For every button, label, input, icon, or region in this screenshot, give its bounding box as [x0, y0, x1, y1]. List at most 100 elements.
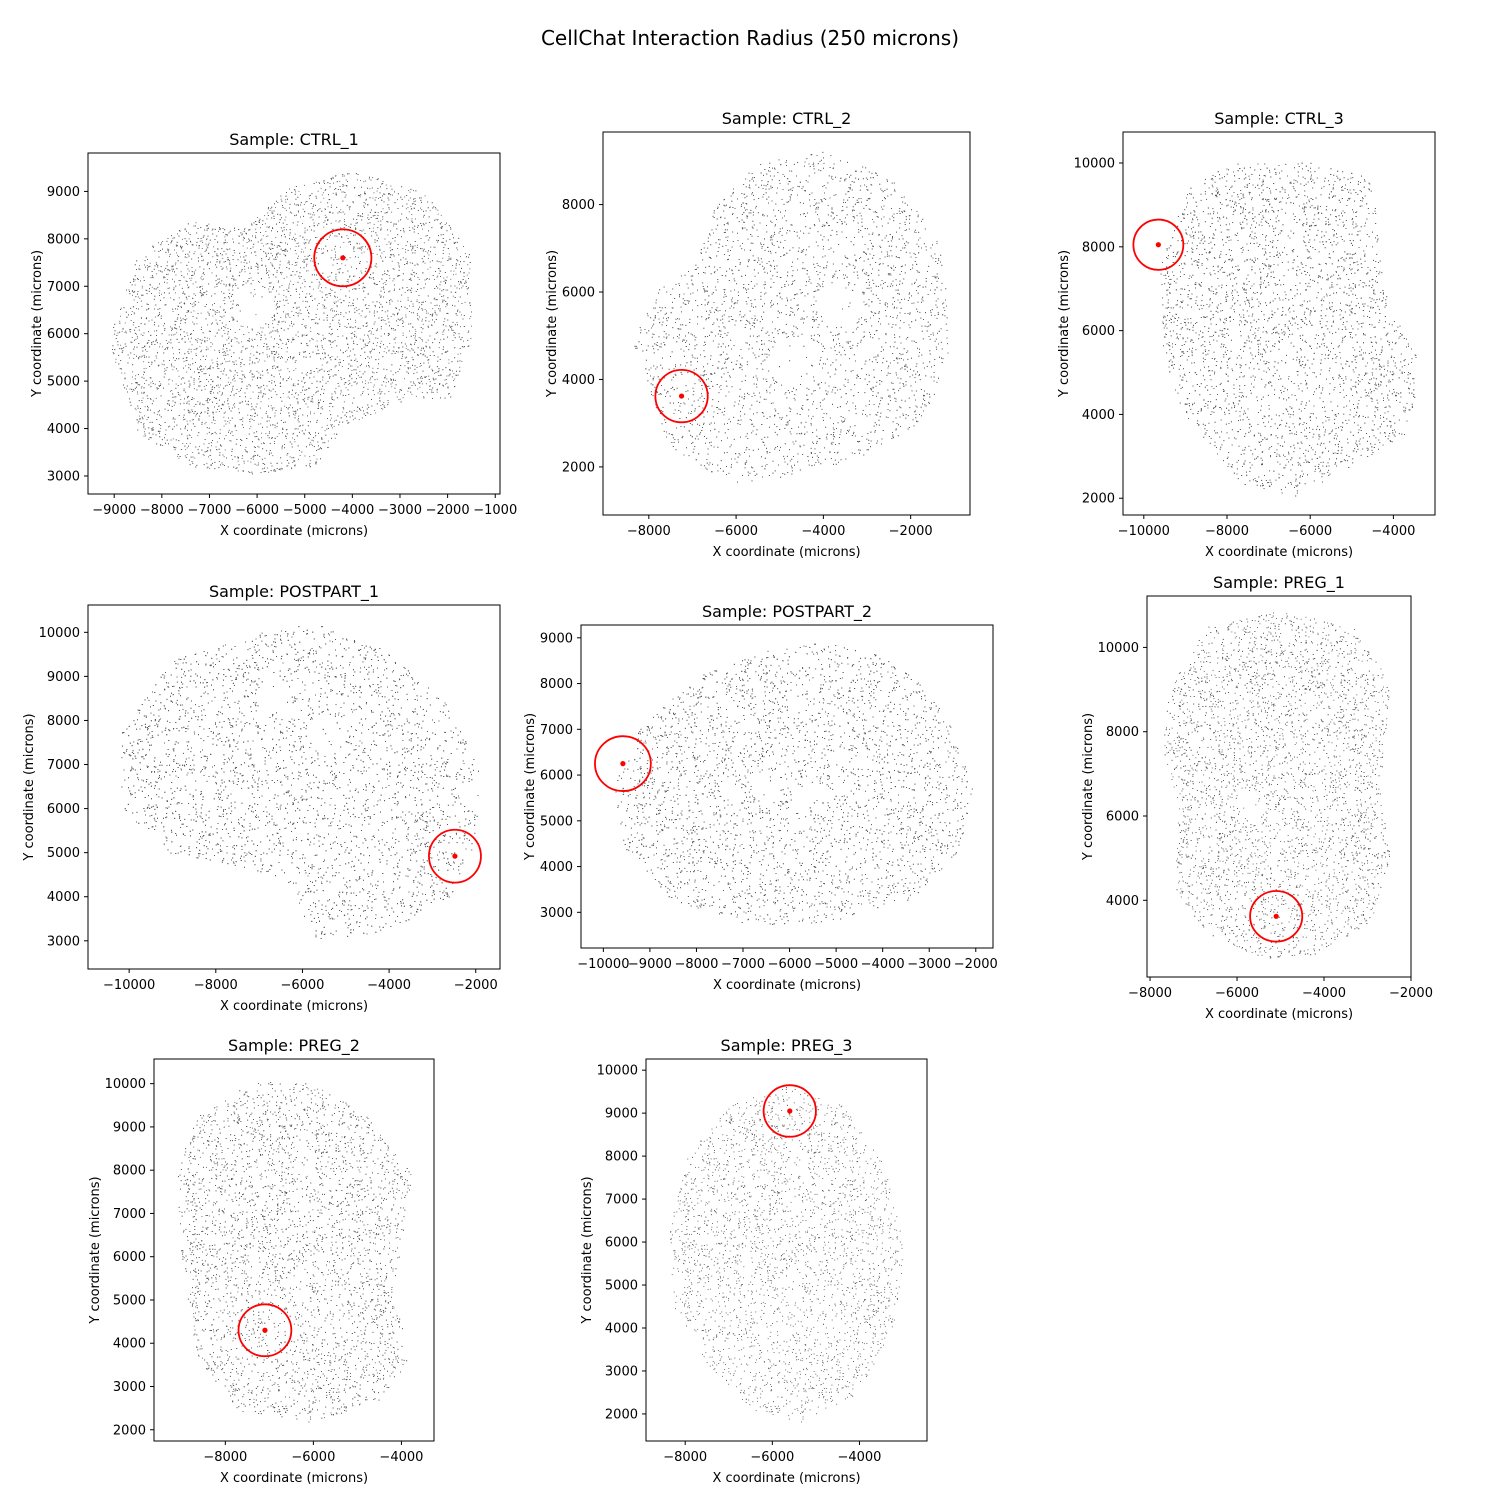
cell-point	[437, 277, 438, 278]
cell-point	[218, 368, 219, 369]
cell-point	[297, 262, 298, 263]
cell-point	[224, 426, 225, 427]
cell-point	[435, 207, 436, 208]
cell-point	[469, 268, 470, 269]
cell-point	[206, 294, 207, 295]
cell-point	[226, 284, 227, 285]
cell-point	[340, 228, 341, 229]
cell-point	[211, 346, 212, 347]
cell-point	[290, 248, 291, 249]
cell-point	[393, 280, 394, 281]
cell-point	[453, 373, 454, 374]
cell-point	[167, 367, 168, 368]
cell-point	[411, 312, 412, 313]
cell-point	[196, 245, 197, 246]
cell-point	[201, 313, 202, 314]
cell-point	[403, 333, 404, 334]
cell-point	[454, 379, 455, 380]
cell-point	[219, 279, 220, 280]
cell-point	[457, 315, 458, 316]
cell-point	[346, 387, 347, 388]
cell-point	[147, 265, 148, 266]
cell-point	[405, 315, 406, 316]
cell-point	[260, 327, 261, 328]
cell-point	[227, 242, 228, 243]
cell-point	[216, 320, 217, 321]
cell-point	[167, 279, 168, 280]
cell-point	[160, 343, 161, 344]
cell-point	[281, 408, 282, 409]
cell-point	[207, 263, 208, 264]
cell-point	[394, 339, 395, 340]
cell-point	[277, 306, 278, 307]
cell-point	[211, 459, 212, 460]
cell-point	[451, 328, 452, 329]
cell-point	[261, 443, 262, 444]
cell-point	[206, 356, 207, 357]
cell-point	[421, 332, 422, 333]
cell-point	[344, 401, 345, 402]
cell-point	[268, 289, 269, 290]
cell-point	[248, 461, 249, 462]
cell-point	[223, 417, 224, 418]
cell-point	[282, 468, 283, 469]
cell-point	[428, 376, 429, 377]
cell-point	[429, 367, 430, 368]
cell-point	[365, 381, 366, 382]
cell-point	[265, 335, 266, 336]
cell-point	[421, 209, 422, 210]
cell-point	[422, 319, 423, 320]
cell-point	[194, 388, 195, 389]
cell-point	[406, 208, 407, 209]
cell-point	[253, 459, 254, 460]
cell-point	[373, 334, 374, 335]
cell-point	[289, 371, 290, 372]
cell-point	[275, 427, 276, 428]
cell-point	[417, 313, 418, 314]
cell-point	[267, 417, 268, 418]
cell-point	[175, 292, 176, 293]
cell-point	[169, 288, 170, 289]
cell-point	[306, 271, 307, 272]
cell-point	[229, 290, 230, 291]
cell-point	[339, 273, 340, 274]
cell-point	[258, 463, 259, 464]
cell-point	[428, 313, 429, 314]
cell-point	[192, 358, 193, 359]
cell-point	[332, 427, 333, 428]
cell-point	[445, 384, 446, 385]
cell-point	[280, 317, 281, 318]
cell-point	[147, 351, 148, 352]
cell-point	[244, 269, 245, 270]
cell-point	[457, 322, 458, 323]
cell-point	[399, 275, 400, 276]
cell-point	[137, 302, 138, 303]
cell-point	[264, 343, 265, 344]
cell-point	[165, 434, 166, 435]
cell-point	[387, 212, 388, 213]
cell-point	[411, 274, 412, 275]
cell-point	[298, 243, 299, 244]
cell-point	[293, 411, 294, 412]
cell-point	[132, 337, 133, 338]
cell-point	[216, 447, 217, 448]
cell-point	[143, 424, 144, 425]
cell-point	[197, 368, 198, 369]
cell-point	[344, 214, 345, 215]
cell-point	[362, 248, 363, 249]
cell-point	[191, 278, 192, 279]
cell-point	[442, 258, 443, 259]
cell-point	[206, 463, 207, 464]
cell-point	[145, 435, 146, 436]
cell-point	[333, 183, 334, 184]
cell-point	[213, 414, 214, 415]
cell-point	[285, 300, 286, 301]
cell-point	[405, 252, 406, 253]
cell-point	[447, 290, 448, 291]
cell-point	[152, 381, 153, 382]
cell-point	[338, 314, 339, 315]
cell-point	[421, 365, 422, 366]
cell-point	[215, 336, 216, 337]
cell-point	[230, 268, 231, 269]
cell-point	[255, 252, 256, 253]
